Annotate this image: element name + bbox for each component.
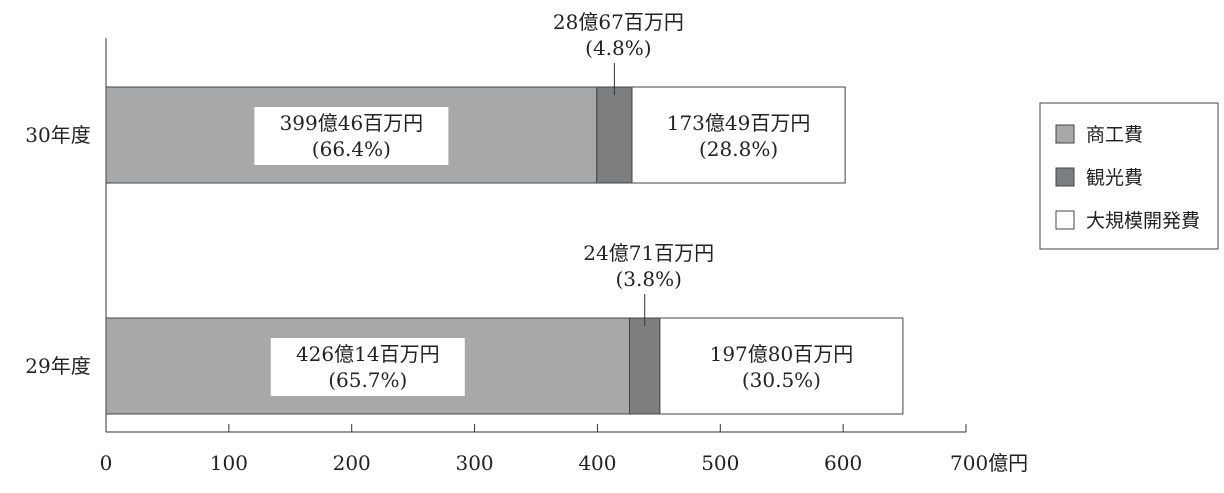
legend-label: 観光費 [1086,167,1143,189]
data-label: 24億71百万円 [583,241,714,265]
legend-swatch [1055,167,1075,187]
x-tick-label: 200 [333,451,371,475]
bar-segment [659,317,904,415]
axes: 0 100 200 300 400 500 600 700億円 30年度 29年度 [25,38,1028,475]
data-label-percent: (65.7%) [328,368,407,392]
bars: 399億46百万円(66.4%)28億67百万円(4.8%)173億49百万円(… [105,10,904,415]
data-label-percent: (4.8%) [585,36,651,60]
x-tick-label: 300 [455,451,493,475]
category-label: 30年度 [25,123,90,147]
category-label: 29年度 [25,354,90,378]
data-label-percent: (3.8%) [616,267,682,291]
data-label-percent: (66.4%) [312,137,391,161]
bar-segment [596,86,633,184]
data-label-box [270,338,465,396]
data-label: 197億80百万円 [710,342,854,366]
data-label: 173億49百万円 [667,111,811,135]
x-tick-label: 100 [210,451,248,475]
x-tick-label: 400 [578,451,616,475]
legend-label: 商工費 [1086,124,1143,146]
bar-segment [631,86,846,184]
legend-swatch [1055,210,1075,230]
data-label: 426億14百万円 [296,342,440,366]
x-tick-label: 600 [824,451,862,475]
legend-swatch [1055,124,1075,144]
x-tick-label: 700億円 [950,451,1028,475]
x-tick-label: 500 [701,451,739,475]
data-label-box [254,107,449,165]
data-label-percent: (28.8%) [699,137,778,161]
data-label-percent: (30.5%) [742,368,821,392]
data-label: 28億67百万円 [553,10,684,34]
x-tick-label: 0 [100,451,113,475]
data-label: 399億46百万円 [280,111,424,135]
bar-segment [629,317,661,415]
legend-label: 大規模開発費 [1086,210,1200,232]
